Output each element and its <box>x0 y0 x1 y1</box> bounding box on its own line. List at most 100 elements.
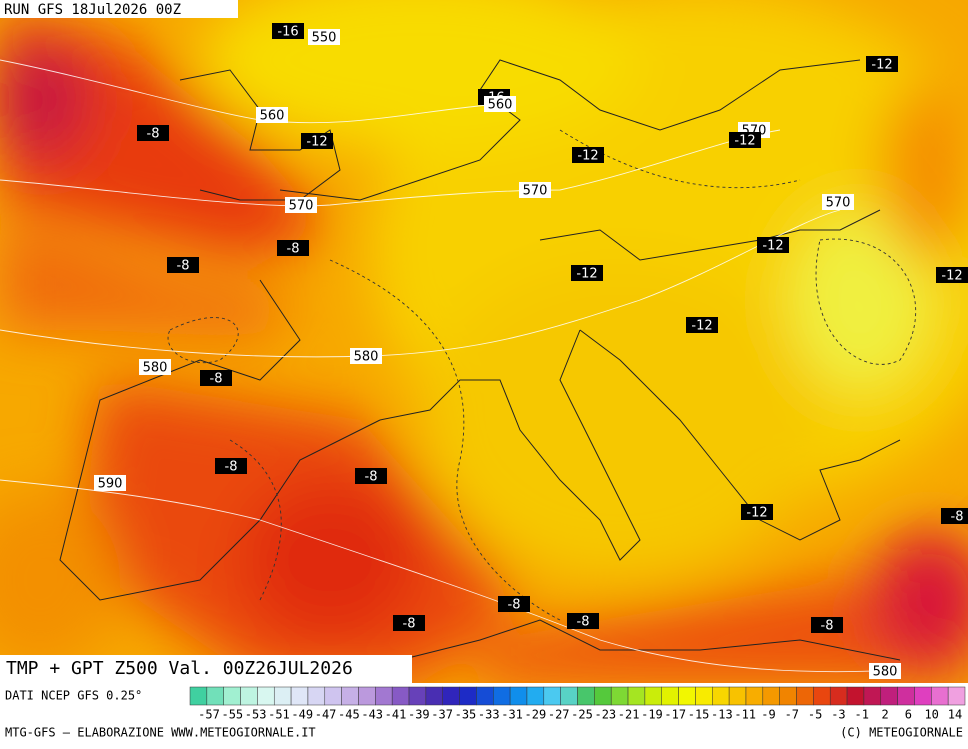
contour-label: -8 <box>508 598 521 613</box>
scale-swatch <box>341 686 359 706</box>
label-box <box>350 348 382 364</box>
isotherms <box>167 129 917 621</box>
label-box <box>572 147 604 163</box>
contour-label: -12 <box>941 269 962 284</box>
contour-label: -8 <box>821 619 834 634</box>
scale-swatch <box>728 686 747 706</box>
scale-swatch <box>273 686 292 706</box>
label-box <box>936 267 968 283</box>
contour-label: 560 <box>488 98 513 113</box>
contour-label: 580 <box>143 361 168 376</box>
coastlines <box>59 59 901 681</box>
scale-swatch <box>459 686 477 706</box>
label-box <box>139 359 171 375</box>
label-box <box>519 182 551 198</box>
scale-swatch <box>712 686 730 706</box>
scale-label: -33 <box>478 708 500 722</box>
contour-label: 580 <box>354 350 379 365</box>
scale-label: -3 <box>831 708 845 722</box>
scale-swatch <box>240 686 258 706</box>
scale-swatch <box>745 686 764 706</box>
contour-label: -8 <box>287 242 300 257</box>
scale-swatch <box>543 686 561 706</box>
contour-label: 580 <box>873 665 898 680</box>
label-box <box>256 107 288 123</box>
label-box <box>866 56 898 72</box>
scale-swatch <box>560 686 578 706</box>
scale-label: -27 <box>548 708 570 722</box>
scale-label: -45 <box>338 708 360 722</box>
scale-label: 10 <box>924 708 938 722</box>
scale-swatch <box>829 686 848 706</box>
scale-label: -31 <box>501 708 523 722</box>
label-box <box>941 508 968 524</box>
contour-label: -8 <box>177 259 190 274</box>
scale-label: -53 <box>245 708 267 722</box>
scale-swatch <box>324 686 342 706</box>
scale-label: -35 <box>455 708 477 722</box>
label-box <box>215 458 247 474</box>
scale-label: -55 <box>221 708 243 722</box>
scale-swatch <box>846 686 865 706</box>
scale-label: -9 <box>761 708 775 722</box>
label-box <box>484 96 516 112</box>
scale-swatch <box>762 686 780 706</box>
scale-label: -39 <box>408 708 430 722</box>
run-info: RUN GFS 18Jul2026 00Z <box>4 2 181 18</box>
scale-swatch <box>863 686 882 706</box>
label-box <box>498 596 530 612</box>
scale-swatch <box>408 686 427 706</box>
scale-label: -1 <box>855 708 869 722</box>
label-box <box>167 257 199 273</box>
map: -16550-8560-12-16560570-12-12-12570570-8… <box>0 0 968 683</box>
scale-swatch <box>189 686 208 706</box>
scale-swatch <box>627 686 646 706</box>
scale-swatch <box>509 686 528 706</box>
scale-swatch <box>897 686 915 706</box>
scale-swatch <box>257 686 275 706</box>
scale-label: -51 <box>268 708 290 722</box>
scale-label: -13 <box>711 708 733 722</box>
copyright: (C) METEOGIORNALE <box>840 726 963 740</box>
scale-swatch <box>526 686 545 706</box>
scale-label: -43 <box>361 708 383 722</box>
scale-swatch <box>223 686 241 706</box>
map-title: TMP + GPT Z500 Val. 00Z26JUL2026 <box>6 658 353 679</box>
contour-label: -8 <box>577 615 590 630</box>
contour-label: 550 <box>312 31 337 46</box>
scale-label: -15 <box>688 708 710 722</box>
label-box <box>757 237 789 253</box>
scale-swatch <box>206 686 224 706</box>
label-box <box>393 615 425 631</box>
scale-label: 14 <box>948 708 962 722</box>
scale-label: -11 <box>734 708 756 722</box>
contour-label: 570 <box>523 184 548 199</box>
contour-label: 570 <box>826 196 851 211</box>
scale-swatch <box>442 686 460 706</box>
contour-labels: -16550-8560-12-16560570-12-12-12570570-8… <box>94 23 968 680</box>
scale-label: -41 <box>385 708 407 722</box>
contour-label: -8 <box>951 510 964 525</box>
contour-label: -8 <box>365 470 378 485</box>
label-box <box>571 265 603 281</box>
scale-label: -37 <box>431 708 453 722</box>
scale-swatch <box>661 686 679 706</box>
scale-swatch <box>947 686 966 706</box>
scale-swatch <box>476 686 494 706</box>
scale-label: -57 <box>198 708 220 722</box>
label-box <box>277 240 309 256</box>
label-box <box>869 663 901 679</box>
scale-swatch <box>425 686 443 706</box>
label-box <box>686 317 718 333</box>
contour-label: 590 <box>98 477 123 492</box>
contour-label: 570 <box>289 199 314 214</box>
scale-swatch <box>375 686 393 706</box>
scale-swatch <box>391 686 410 706</box>
contour-label: -16 <box>277 25 298 40</box>
contour-label: -12 <box>576 267 597 282</box>
label-box <box>285 197 317 213</box>
label-box <box>94 475 126 491</box>
scale-swatch <box>796 686 814 706</box>
scale-label: 6 <box>905 708 912 722</box>
